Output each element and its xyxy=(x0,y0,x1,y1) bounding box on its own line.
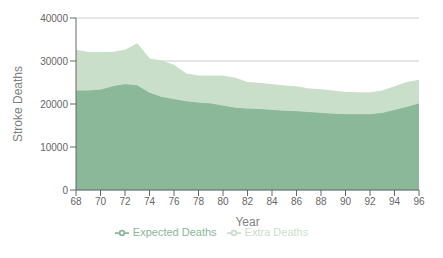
svg-text:74: 74 xyxy=(144,196,156,207)
svg-text:68: 68 xyxy=(70,196,82,207)
svg-text:Stroke Deaths: Stroke Deaths xyxy=(11,66,25,142)
svg-text:10000: 10000 xyxy=(40,142,68,153)
svg-text:78: 78 xyxy=(193,196,205,207)
svg-text:0: 0 xyxy=(62,185,68,196)
svg-text:72: 72 xyxy=(119,196,131,207)
svg-text:84: 84 xyxy=(266,196,278,207)
svg-text:40000: 40000 xyxy=(40,13,68,24)
svg-text:20000: 20000 xyxy=(40,99,68,110)
svg-text:76: 76 xyxy=(168,196,180,207)
svg-text:82: 82 xyxy=(242,196,254,207)
svg-text:86: 86 xyxy=(291,196,303,207)
svg-text:88: 88 xyxy=(315,196,327,207)
html-text:Extra Deaths: Extra Deaths xyxy=(244,226,309,238)
svg-text:80: 80 xyxy=(217,196,229,207)
html-text:Expected Deaths: Expected Deaths xyxy=(132,226,217,238)
svg-text:70: 70 xyxy=(95,196,107,207)
svg-text:94: 94 xyxy=(389,196,401,207)
svg-text:Year: Year xyxy=(235,215,259,229)
svg-text:90: 90 xyxy=(340,196,352,207)
svg-text:30000: 30000 xyxy=(40,56,68,67)
svg-text:96: 96 xyxy=(413,196,425,207)
svg-text:92: 92 xyxy=(364,196,376,207)
